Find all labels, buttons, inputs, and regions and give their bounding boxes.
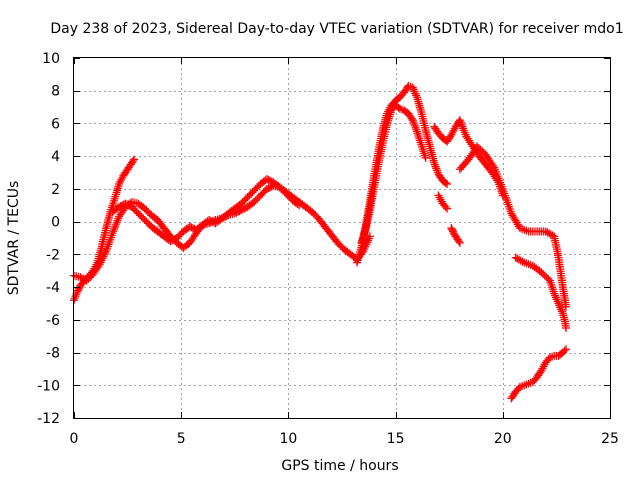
data-point [454, 237, 463, 246]
data-point [394, 103, 403, 112]
data-point [421, 153, 430, 162]
data-point [95, 260, 104, 269]
y-tick-label: 4 [51, 149, 60, 165]
y-tick-label: 8 [51, 84, 60, 100]
x-tick-label: 20 [494, 431, 512, 447]
y-tick-label: -8 [46, 346, 60, 362]
data-point [100, 250, 109, 259]
data-point [553, 297, 562, 306]
series-arc-11 [434, 191, 452, 213]
data-point [515, 255, 524, 264]
data-point [410, 120, 419, 128]
data-point [430, 160, 439, 169]
grid-lines [74, 58, 610, 418]
data-point [98, 254, 107, 263]
data-point [557, 305, 566, 314]
data-point [551, 291, 560, 300]
data-point [562, 302, 571, 311]
data-point [518, 257, 527, 266]
data-point [546, 230, 555, 239]
data-point [441, 202, 450, 211]
data-point [562, 345, 571, 354]
data-point [520, 225, 529, 234]
plot-frame [73, 57, 611, 419]
data-point [441, 178, 450, 187]
data-point [443, 180, 452, 188]
data-point [436, 195, 445, 204]
data-point [412, 91, 421, 100]
data-point [543, 228, 552, 237]
data-point [128, 157, 137, 166]
x-tick-label: 15 [387, 431, 405, 447]
data-point [432, 164, 441, 173]
data-point [551, 293, 560, 302]
data-point [511, 253, 520, 262]
data-point [410, 87, 419, 96]
y-tick-label: 2 [51, 182, 60, 198]
data-point [409, 118, 418, 127]
data-point [556, 303, 565, 312]
data-point [430, 158, 439, 167]
series-arc-3 [108, 175, 304, 246]
data-point [101, 248, 110, 257]
data-point [130, 155, 139, 164]
x-tick-label: 0 [70, 431, 79, 447]
x-tick-label: 5 [177, 431, 186, 447]
data-point [410, 121, 419, 130]
data-point [407, 114, 416, 123]
data-point [97, 256, 106, 265]
series-arc-7 [455, 142, 571, 311]
y-axis-label: SDTVAR / TECUs [6, 181, 22, 296]
data-point [541, 227, 550, 236]
data-point [411, 89, 420, 98]
data-point [99, 252, 108, 261]
data-points [70, 81, 571, 403]
series-arc-10 [447, 224, 464, 247]
x-axis-label: GPS time / hours [281, 458, 398, 474]
data-point [295, 201, 304, 210]
data-point [560, 346, 569, 355]
y-tick-label: -6 [46, 313, 60, 329]
data-point [443, 204, 452, 213]
y-tick-label: 10 [42, 51, 60, 67]
data-point [513, 254, 522, 263]
series-arc-1 [70, 155, 139, 305]
series-arc-8 [511, 253, 571, 332]
chart-title: Day 238 of 2023, Sidereal Day-to-day VTE… [50, 21, 623, 37]
data-point [555, 301, 564, 310]
x-tick-label: 10 [279, 431, 297, 447]
data-point [408, 83, 417, 92]
data-point [409, 85, 418, 94]
data-point [552, 295, 561, 304]
data-point [293, 200, 302, 209]
data-point [408, 116, 417, 125]
data-point [433, 166, 442, 175]
series-arc-9 [507, 345, 571, 403]
series-arc-5 [357, 101, 430, 247]
y-tick-label: -4 [46, 280, 60, 296]
data-point [557, 307, 566, 316]
data-point [412, 125, 421, 134]
y-tick-label: -12 [37, 411, 60, 427]
data-point [96, 258, 105, 267]
data-point [554, 299, 563, 308]
data-point [433, 168, 442, 177]
x-tick-label: 25 [601, 431, 619, 447]
y-tick-label: 6 [51, 116, 60, 132]
data-point [550, 289, 559, 298]
y-tick-label: -10 [37, 378, 60, 394]
y-tick-label: -2 [46, 247, 60, 263]
data-point [562, 324, 571, 332]
data-point [431, 162, 440, 171]
data-point [411, 123, 420, 132]
data-point [516, 256, 525, 265]
y-tick-label: 0 [51, 215, 60, 231]
axis-ticks: 0 5 10 15 20 25 -12 -10 -8 -6 -4 -2 0 2 4 6 8 10 [37, 51, 619, 447]
data-point [455, 238, 464, 247]
data-point [545, 229, 554, 238]
